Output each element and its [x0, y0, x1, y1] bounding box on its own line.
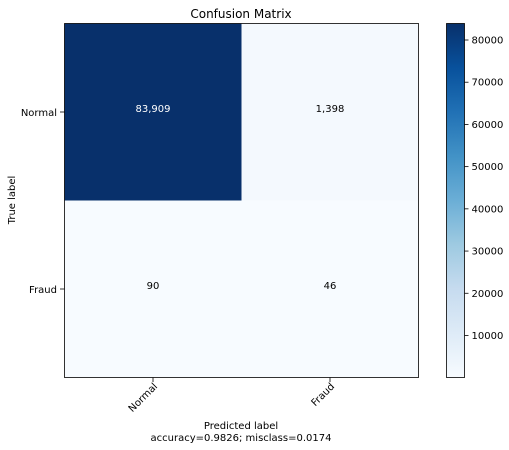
cell-value-normal-fraud: 1,398	[316, 104, 345, 115]
colorbar-tick-label: 60000	[472, 120, 504, 131]
cell-value-fraud-normal: 90	[147, 281, 160, 292]
plot-frame	[64, 23, 419, 378]
colorbar-tick-label: 30000	[472, 247, 504, 258]
colorbar-ticks: 10000 20000 30000 40000 50000 60000 70000 80000	[464, 36, 504, 342]
y-axis-label: True label	[7, 176, 18, 226]
cell-value-fraud-fraud: 46	[324, 281, 337, 292]
heatmap-cells	[64, 23, 419, 378]
x-tick-label-normal: Normal	[127, 381, 160, 414]
x-axis-label: Predicted label	[204, 421, 278, 432]
chart-title: Confusion Matrix	[190, 7, 291, 21]
heatmap-cell-fraud-normal	[64, 200, 242, 378]
y-tick-label-normal: Normal	[21, 108, 57, 119]
heatmap-cell-normal-normal	[64, 23, 242, 201]
heatmap-cell-normal-fraud	[241, 23, 419, 201]
colorbar-tick-label: 80000	[472, 36, 504, 47]
colorbar	[446, 23, 465, 378]
colorbar-tick-label: 70000	[472, 78, 504, 89]
cell-value-normal-normal: 83,909	[136, 104, 171, 115]
colorbar-tick-label: 40000	[472, 204, 504, 215]
colorbar-tick-label: 50000	[472, 162, 504, 173]
x-axis-sublabel: accuracy=0.9826; misclass=0.0174	[151, 433, 332, 444]
colorbar-tick-label: 10000	[472, 331, 504, 342]
heatmap-cell-fraud-fraud	[241, 200, 419, 378]
x-tick-label-fraud: Fraud	[310, 381, 338, 409]
y-tick-label-fraud: Fraud	[29, 285, 57, 296]
colorbar-tick-label: 20000	[472, 289, 504, 300]
